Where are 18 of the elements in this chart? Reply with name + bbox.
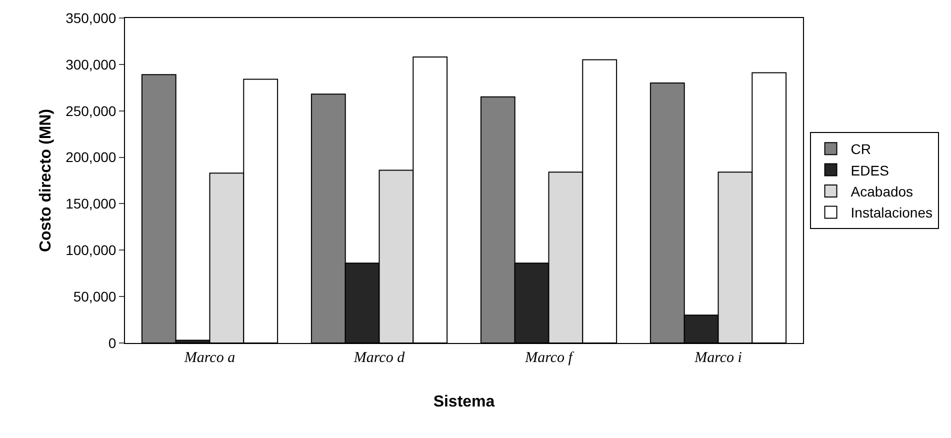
x-tick-label: Marco d	[352, 350, 406, 366]
y-tick-label: 200,000	[66, 149, 116, 166]
x-tick-label: Marco i	[694, 350, 742, 366]
legend-label: Instalaciones	[850, 204, 932, 221]
x-tick-label: Marco a	[183, 350, 236, 366]
x-tick-label: Marco f	[524, 350, 574, 366]
y-tick-label: 0	[108, 334, 116, 351]
y-tick-label: 300,000	[66, 56, 116, 72]
y-tick-label: 150,000	[66, 196, 116, 212]
y-tick-label: 100,000	[66, 242, 116, 258]
legend-label: CR	[850, 141, 872, 158]
x-axis-title: Sistema	[433, 394, 495, 411]
y-tick-label: 50,000	[73, 288, 116, 304]
y-tick-label: 350,000	[66, 10, 116, 26]
legend-label: EDES	[850, 162, 889, 178]
legend-label: Acabados	[850, 183, 914, 200]
y-tick-label: 250,000	[66, 102, 116, 119]
y-axis-title: Costo directo (MN)	[37, 108, 54, 252]
